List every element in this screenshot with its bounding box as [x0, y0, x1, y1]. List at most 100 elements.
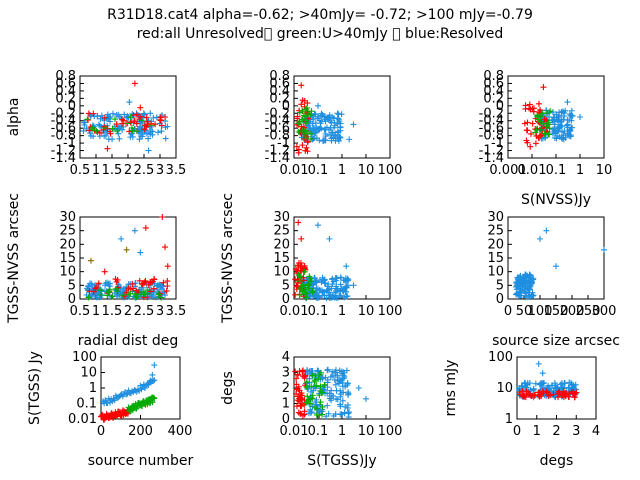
data-point-red: [301, 408, 308, 415]
data-point-red: [537, 107, 544, 114]
data-point-green: [545, 131, 552, 138]
data-point-red: [133, 120, 140, 127]
y-tick-label: -1.2: [51, 144, 76, 159]
data-point-blue: [331, 376, 338, 383]
data-point-green: [297, 273, 304, 280]
y-tick-label: 0.8: [55, 69, 76, 84]
data-point-blue: [337, 281, 344, 288]
data-point-green: [313, 382, 320, 389]
data-point-blue: [551, 134, 558, 141]
data-point-blue: [337, 134, 344, 141]
data-point-blue: [151, 362, 158, 369]
data-point-red: [101, 416, 108, 423]
y-tick-label: 10: [487, 265, 504, 280]
data-point-red: [113, 279, 120, 286]
data-point-blue: [342, 288, 349, 295]
data-point-green: [85, 294, 92, 301]
x-tick-label: 1.5: [102, 163, 123, 178]
data-point-blue: [145, 147, 152, 154]
y-tick-label: 0.01: [68, 412, 97, 427]
data-point-red: [295, 262, 302, 269]
data-point-blue: [526, 283, 533, 290]
data-point-green: [151, 395, 158, 402]
data-point-green: [295, 128, 302, 135]
data-point-blue: [549, 109, 556, 116]
data-point-red: [530, 105, 537, 112]
data-point-blue: [333, 387, 340, 394]
y-tick-label: 1: [505, 412, 513, 427]
data-point-green: [299, 127, 306, 134]
data-point-blue: [530, 276, 537, 283]
x-tick-label: 1: [576, 163, 584, 178]
data-point-red: [566, 390, 573, 397]
data-point-blue: [337, 288, 344, 295]
data-point-green: [299, 288, 306, 295]
data-point-blue: [523, 290, 530, 297]
data-point-blue: [341, 409, 348, 416]
data-point-green: [307, 130, 314, 137]
data-point-green: [318, 369, 325, 376]
data-point-green: [120, 292, 127, 299]
data-point-blue: [326, 286, 333, 293]
y-tick-label: 20: [59, 237, 76, 252]
data-point-red: [299, 368, 306, 375]
data-point-blue: [306, 375, 313, 382]
data-point-blue: [312, 278, 319, 285]
x-tick-label: 1: [338, 163, 346, 178]
data-point-blue: [337, 120, 344, 127]
data-point-green: [104, 292, 111, 299]
y-tick-label: 0.4: [269, 84, 290, 99]
data-point-green: [319, 411, 325, 418]
x-axis-label: source size arcsec: [492, 333, 620, 349]
data-point-blue: [145, 135, 152, 142]
data-point-green: [141, 291, 148, 298]
data-point-green: [308, 278, 315, 285]
figure-subtitle: red:all Unresolved  green:U>40mJy   blue…: [136, 26, 504, 42]
data-point-red: [297, 410, 304, 417]
figure-title: R31D18.cat4 alpha=-0.62; >40mJy= -0.72; …: [107, 7, 533, 23]
x-tick-label: 10: [358, 304, 375, 319]
data-point-blue: [327, 131, 334, 138]
x-tick-label: 0.1: [308, 424, 329, 439]
x-tick-label: 100: [378, 424, 403, 439]
data-point-red: [129, 280, 136, 287]
data-point-green: [305, 281, 312, 288]
data-point-green: [124, 120, 131, 127]
x-tick-label: 100: [378, 163, 403, 178]
data-point-red: [516, 391, 523, 398]
data-point-red: [113, 121, 120, 128]
data-point-green: [296, 278, 303, 285]
data-point-green: [309, 289, 316, 296]
data-point-blue: [327, 117, 334, 124]
data-point-blue: [324, 390, 331, 397]
y-tick-label: 0: [68, 292, 76, 307]
data-point-blue: [343, 284, 350, 291]
data-point-blue: [344, 380, 351, 387]
data-point-blue: [124, 113, 131, 120]
x-tick-label: 1: [92, 304, 100, 319]
data-point-green: [105, 289, 112, 296]
data-point-blue: [147, 377, 154, 384]
data-point-blue: [514, 282, 521, 289]
data-point-blue: [557, 381, 564, 388]
data-point-red: [565, 393, 572, 400]
data-point-red: [570, 388, 577, 395]
data-point-blue: [556, 109, 563, 116]
data-point-blue: [327, 291, 334, 298]
data-point-olive: [87, 257, 94, 264]
data-point-green: [155, 291, 162, 298]
data-point-blue: [330, 278, 337, 285]
x-axis-label: degs: [540, 453, 574, 469]
data-point-red: [526, 101, 533, 108]
data-point-blue: [315, 102, 321, 109]
data-point-green: [102, 125, 109, 132]
data-point-green: [533, 126, 540, 133]
data-point-blue: [530, 385, 537, 392]
data-point-blue: [551, 121, 558, 128]
data-point-blue: [325, 115, 332, 122]
data-point-red: [86, 127, 93, 134]
data-point-blue: [102, 132, 109, 139]
